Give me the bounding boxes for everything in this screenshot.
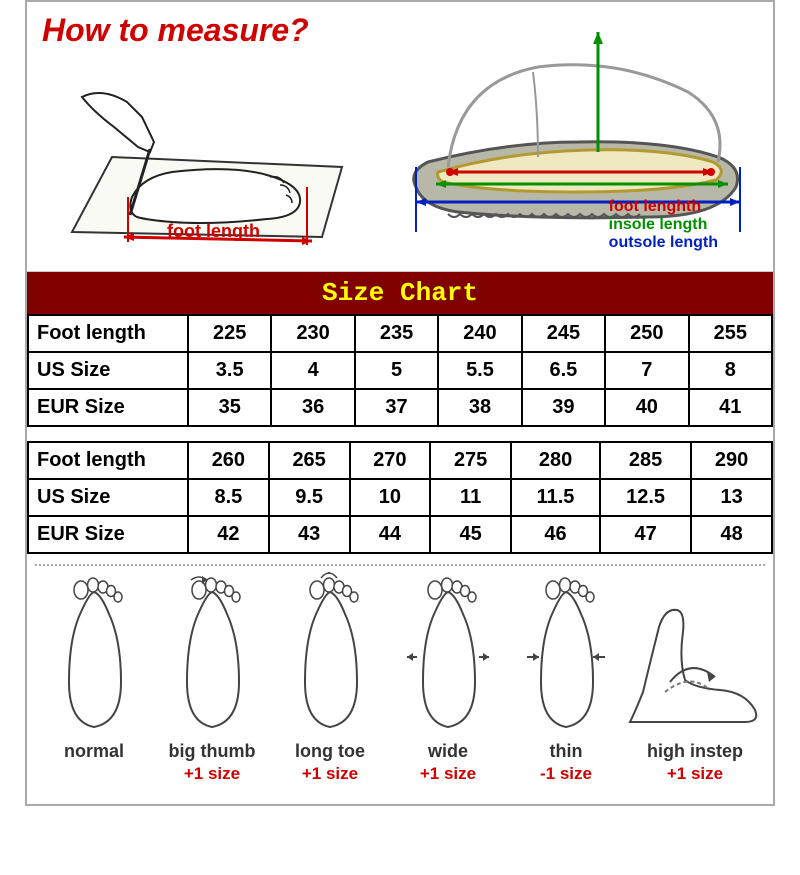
foot-type-adjust: +1 size: [153, 764, 271, 784]
shoe-lengths-diagram: foot lenghth insole length outsole lengt…: [388, 22, 758, 262]
size-cell: 40: [605, 389, 688, 426]
table-row: US Size3.5455.56.578: [28, 352, 772, 389]
size-cell: 235: [355, 315, 438, 352]
row-label: EUR Size: [28, 389, 188, 426]
table-row: US Size8.59.5101111.512.513: [28, 479, 772, 516]
size-cell: 48: [691, 516, 772, 553]
size-cell: 11.5: [511, 479, 600, 516]
measure-diagram-section: How to measure? foot length: [27, 2, 773, 272]
legend-outsole: outsole length: [609, 234, 718, 252]
size-cell: 36: [271, 389, 354, 426]
size-cell: 42: [188, 516, 269, 553]
size-cell: 44: [350, 516, 431, 553]
size-cell: 45: [430, 516, 511, 553]
trace-foot-diagram: foot length: [42, 57, 362, 257]
size-table-2: Foot length260265270275280285290US Size8…: [27, 441, 773, 554]
size-cell: 240: [438, 315, 521, 352]
size-cell: 5.5: [438, 352, 521, 389]
size-cell: 47: [600, 516, 691, 553]
size-cell: 13: [691, 479, 772, 516]
foot-type-normal: normal: [35, 572, 153, 784]
foot-type-long-toe: long toe+1 size: [271, 572, 389, 784]
size-cell: 225: [188, 315, 271, 352]
table-row: EUR Size35363738394041: [28, 389, 772, 426]
size-cell: 39: [522, 389, 605, 426]
size-cell: 41: [689, 389, 772, 426]
foot-type-thin: thin-1 size: [507, 572, 625, 784]
row-label: Foot length: [28, 315, 188, 352]
size-cell: 38: [438, 389, 521, 426]
foot-length-label: foot length: [167, 221, 260, 242]
size-cell: 12.5: [600, 479, 691, 516]
size-table-1: Foot length225230235240245250255US Size3…: [27, 314, 773, 427]
size-cell: 46: [511, 516, 600, 553]
foot-type-label: high instep: [625, 741, 765, 762]
size-cell: 43: [269, 516, 350, 553]
size-cell: 245: [522, 315, 605, 352]
lengths-legend: foot lenghth insole length outsole lengt…: [609, 198, 718, 252]
foot-type-adjust: +1 size: [625, 764, 765, 784]
size-cell: 230: [271, 315, 354, 352]
size-cell: 4: [271, 352, 354, 389]
size-cell: 255: [689, 315, 772, 352]
size-cell: 250: [605, 315, 688, 352]
legend-insole: insole length: [609, 216, 718, 234]
row-label: US Size: [28, 479, 188, 516]
size-cell: 11: [430, 479, 511, 516]
size-cell: 3.5: [188, 352, 271, 389]
foot-type-big-thumb: big thumb+1 size: [153, 572, 271, 784]
size-cell: 35: [188, 389, 271, 426]
foot-type-label: wide: [389, 741, 507, 762]
foot-type-label: big thumb: [153, 741, 271, 762]
size-cell: 8.5: [188, 479, 269, 516]
size-cell: 9.5: [269, 479, 350, 516]
table-row: Foot length225230235240245250255: [28, 315, 772, 352]
legend-foot: foot lenghth: [609, 198, 718, 216]
foot-type-adjust: +1 size: [271, 764, 389, 784]
size-chart-header: Size Chart: [27, 272, 773, 314]
size-cell: 5: [355, 352, 438, 389]
row-label: Foot length: [28, 442, 188, 479]
size-cell: 260: [188, 442, 269, 479]
foot-type-section: normal big thumb+1 size long toe+1 size …: [27, 554, 773, 804]
size-cell: 10: [350, 479, 431, 516]
size-cell: 275: [430, 442, 511, 479]
size-cell: 37: [355, 389, 438, 426]
foot-type-label: normal: [35, 741, 153, 762]
size-cell: 7: [605, 352, 688, 389]
row-label: EUR Size: [28, 516, 188, 553]
size-cell: 280: [511, 442, 600, 479]
foot-type-adjust: -1 size: [507, 764, 625, 784]
size-cell: 285: [600, 442, 691, 479]
size-cell: 265: [269, 442, 350, 479]
title: How to measure?: [42, 12, 309, 49]
table-row: Foot length260265270275280285290: [28, 442, 772, 479]
foot-type-wide: wide+1 size: [389, 572, 507, 784]
size-cell: 270: [350, 442, 431, 479]
table-row: EUR Size42434445464748: [28, 516, 772, 553]
foot-type-adjust: +1 size: [389, 764, 507, 784]
foot-type-label: thin: [507, 741, 625, 762]
size-cell: 6.5: [522, 352, 605, 389]
foot-type-high-instep: high instep+1 size: [625, 572, 765, 784]
size-cell: 8: [689, 352, 772, 389]
row-label: US Size: [28, 352, 188, 389]
table-gap: [27, 427, 773, 441]
size-chart-container: How to measure? foot length: [25, 0, 775, 806]
size-cell: 290: [691, 442, 772, 479]
foot-type-label: long toe: [271, 741, 389, 762]
